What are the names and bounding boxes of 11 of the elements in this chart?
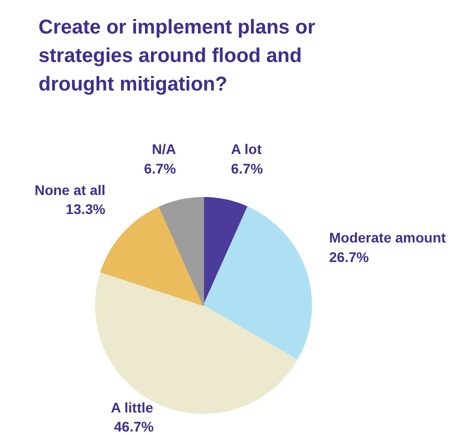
slice-label: N/A [152, 141, 176, 158]
data-label: 26.7% [329, 248, 370, 265]
data-label: 13.3% [66, 201, 106, 218]
slice-label: Moderate amount [329, 230, 446, 246]
slice-label: A little [110, 399, 154, 416]
chart-title: Create or implement plans or strategies around flood and drought mitigation? [38, 16, 316, 96]
slice-label: A lot [231, 141, 262, 158]
data-label: 6.7% [231, 160, 264, 176]
data-label: 46.7% [114, 418, 154, 434]
slice-label: None at all [34, 182, 106, 198]
data-label: 6.7% [144, 160, 176, 176]
